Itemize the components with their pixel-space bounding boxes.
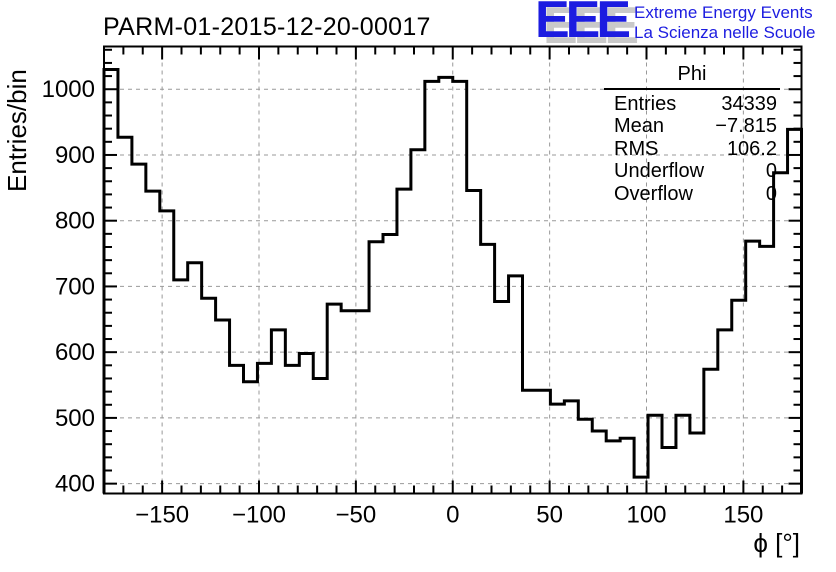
stats-value: 106.2 bbox=[726, 137, 777, 160]
stats-box: Phi Entries 34339 Mean −7.815 RMS 106.2 … bbox=[604, 60, 780, 205]
stats-value: 34339 bbox=[721, 93, 777, 115]
x-tick-label: −100 bbox=[232, 502, 286, 529]
grid-lines bbox=[104, 46, 802, 494]
stats-label: Underflow bbox=[614, 160, 705, 183]
stats-value: 0 bbox=[765, 182, 777, 205]
x-tick-label: 0 bbox=[446, 502, 459, 529]
y-tick-label: 800 bbox=[55, 208, 95, 235]
stats-label: Overflow bbox=[614, 182, 693, 205]
y-tick-label: 400 bbox=[55, 471, 95, 498]
x-tick-label: 100 bbox=[626, 502, 666, 529]
stats-row-entries: Entries 34339 bbox=[604, 93, 780, 115]
stats-box-title: Phi bbox=[604, 60, 780, 90]
y-tick-labels: 400 500 600 700 800 900 1000 bbox=[42, 76, 95, 497]
y-tick-label: 600 bbox=[55, 339, 95, 366]
x-tick-label: 150 bbox=[723, 502, 763, 529]
stats-label: Mean bbox=[614, 115, 665, 138]
axis-ticks bbox=[104, 46, 802, 494]
eee-logo-line2: La Scienza nelle Scuole bbox=[634, 22, 816, 42]
page-title: PARM-01-2015-12-20-00017 bbox=[103, 13, 431, 41]
stats-box-rows: Entries 34339 Mean −7.815 RMS 106.2 Unde… bbox=[604, 90, 780, 205]
stats-row-overflow: Overflow 0 bbox=[604, 183, 780, 205]
eee-logo-line1: Extreme Energy Events bbox=[634, 3, 813, 22]
x-tick-labels: −150 −100 −50 0 50 100 150 bbox=[135, 502, 763, 529]
y-tick-label: 500 bbox=[55, 405, 95, 432]
y-tick-label: 1000 bbox=[42, 76, 95, 103]
stats-row-underflow: Underflow 0 bbox=[604, 160, 780, 182]
eee-logo: EEE bbox=[535, 0, 631, 49]
stats-label: RMS bbox=[614, 137, 659, 160]
x-tick-label: 50 bbox=[536, 502, 563, 529]
y-axis-title: Entries/bin bbox=[2, 69, 32, 192]
stats-value: 0 bbox=[765, 160, 777, 183]
y-tick-label: 700 bbox=[55, 273, 95, 300]
x-tick-label: −50 bbox=[336, 502, 377, 529]
stats-row-rms: RMS 106.2 bbox=[604, 138, 780, 160]
y-tick-label: 900 bbox=[55, 142, 95, 169]
stats-value: −7.815 bbox=[715, 115, 777, 138]
stats-row-mean: Mean −7.815 bbox=[604, 115, 780, 137]
stats-label: Entries bbox=[614, 93, 677, 115]
x-axis-title: ϕ [°] bbox=[753, 528, 800, 558]
eee-logo-text: Extreme Energy Events La Scienza nelle S… bbox=[634, 3, 815, 42]
x-tick-label: −150 bbox=[135, 502, 189, 529]
histogram-step-line bbox=[102, 68, 803, 494]
